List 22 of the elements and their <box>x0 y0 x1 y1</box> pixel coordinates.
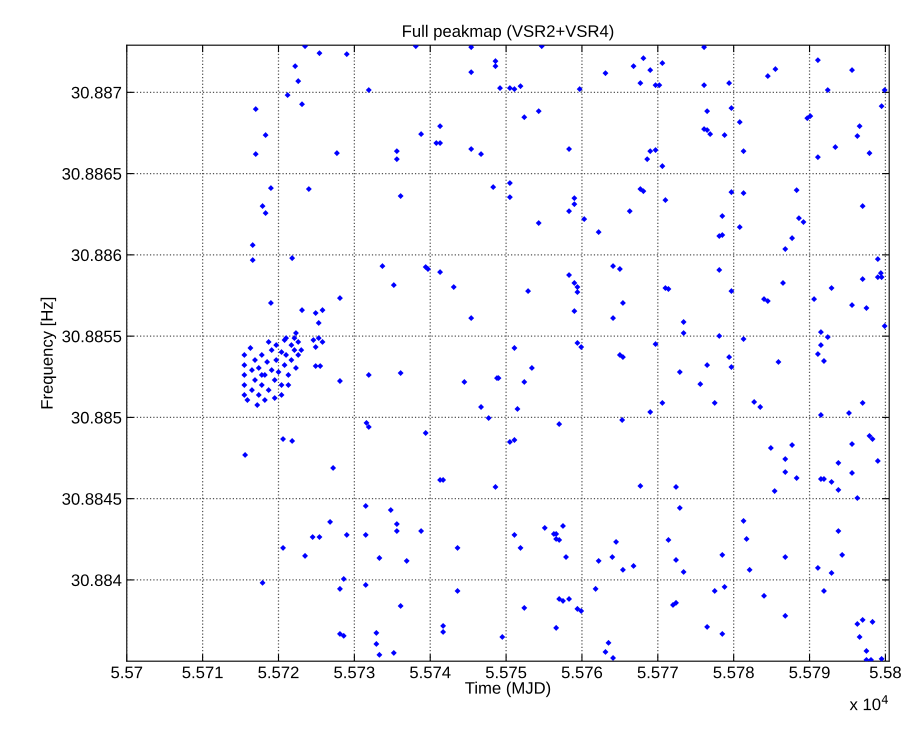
x-tick-label: 5.577 <box>638 666 678 678</box>
y-axis-title: Frequency [Hz] <box>40 298 56 408</box>
y-tick-label: 30.8855 <box>62 330 122 342</box>
x-tick-label: 5.574 <box>410 666 451 678</box>
x-tick-label: 5.575 <box>486 666 526 678</box>
y-tick-label: 30.887 <box>72 86 122 99</box>
x-tick-label: 5.579 <box>789 666 830 678</box>
text: x 10$^{4}$ <box>850 695 888 710</box>
x-tick-label: 5.576 <box>562 666 602 678</box>
x-tick-label: 5.571 <box>182 666 223 678</box>
x-tick-label: 5.58 <box>870 666 901 678</box>
y-tick-label: 30.8845 <box>62 493 122 505</box>
y-tick-label: 30.884 <box>72 574 122 586</box>
x-tick-label: 5.578 <box>713 666 754 678</box>
y-tick-label: 30.886 <box>72 249 122 262</box>
y-tick-label: 30.885 <box>72 412 122 424</box>
chart-title: Full peakmap (VSR2+VSR4) <box>403 24 614 40</box>
x-tick-label: 5.573 <box>334 666 374 678</box>
x-tick-label: 5.57 <box>111 666 142 678</box>
x-tick-label: 5.572 <box>258 666 299 678</box>
x-axis-title: Time (MJD) <box>465 682 550 698</box>
y-tick-label: 30.8865 <box>62 168 122 180</box>
